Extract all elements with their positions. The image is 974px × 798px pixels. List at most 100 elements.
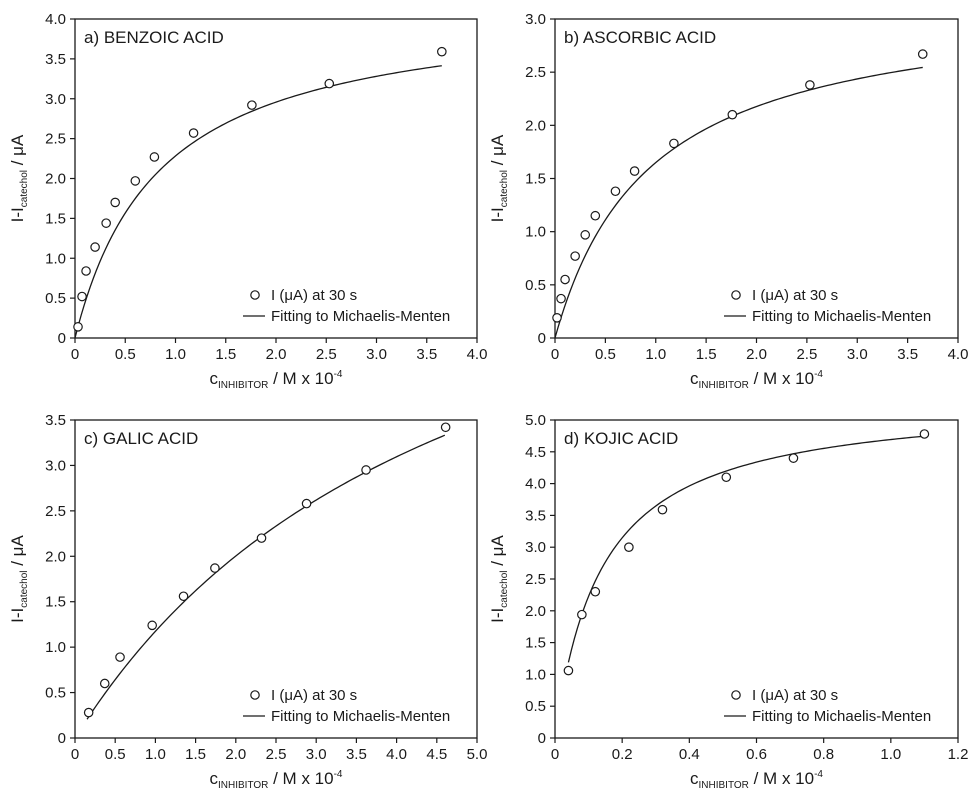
y-tick-label: 4.5	[525, 444, 546, 461]
y-tick-label: 0.5	[45, 685, 66, 702]
legend-marker-label: I (μA) at 30 s	[271, 287, 357, 304]
y-label-rest: / μA	[488, 134, 507, 170]
data-point	[560, 274, 570, 285]
data-point	[247, 100, 257, 110]
y-tick-label: 3.0	[45, 91, 66, 108]
data-point	[590, 586, 601, 597]
x-tick-label: 0	[551, 746, 559, 763]
y-tick-label: 0.5	[45, 290, 66, 307]
x-tick-label: 3.0	[306, 746, 327, 763]
x-tick-label: 3.5	[346, 746, 367, 763]
y-axis-label: I-Icatechol / μA	[488, 535, 510, 623]
data-point	[83, 707, 94, 718]
x-tick-label: 1.0	[880, 746, 901, 763]
y-tick-label: 2.5	[525, 571, 546, 588]
panel-title: d) KOJIC ACID	[564, 429, 678, 448]
y-tick-label: 2.5	[45, 503, 66, 520]
data-point	[624, 542, 634, 552]
legend-marker	[731, 690, 741, 700]
data-point	[73, 322, 83, 332]
legend-marker-label: I (μA) at 30 s	[752, 287, 838, 304]
y-tick-label: 3.5	[45, 412, 66, 429]
x-tick-label: 0	[71, 746, 79, 763]
data-point	[552, 312, 562, 323]
x-tick-label: 1.2	[948, 746, 969, 763]
x-tick-label: 0.5	[105, 746, 126, 763]
data-point	[324, 78, 335, 89]
y-tick-label: 1.5	[525, 635, 546, 652]
y-tick-label: 4.0	[525, 476, 546, 493]
x-label-main: c	[690, 369, 699, 388]
x-tick-label: 4.0	[386, 746, 407, 763]
panel-title: b) ASCORBIC ACID	[564, 28, 716, 47]
data-point	[721, 472, 732, 483]
y-tick-label: 3.5	[45, 51, 66, 68]
x-label-main: c	[210, 769, 219, 788]
y-tick-label: 1.5	[525, 171, 546, 188]
y-tick-label: 5.0	[525, 412, 546, 429]
legend: I (μA) at 30 s Fitting to Michaelis-Mente…	[243, 287, 450, 325]
data-point	[361, 465, 371, 475]
x-tick-label: 1.5	[185, 746, 206, 763]
x-tick-label: 0.8	[813, 746, 834, 763]
data-point	[563, 665, 574, 676]
x-tick-label: 1.0	[145, 746, 166, 763]
x-tick-label: 0.4	[679, 746, 700, 763]
fit-curve	[567, 435, 925, 663]
y-label-rest: / μA	[8, 535, 27, 571]
chart-panel-c: 0 0.5 1.0 1.5 2.0 2.5 3.0 3.5 4.0 4.5 5.0 0 0.5 1.0 1.…	[8, 412, 487, 791]
x-label-main: c	[690, 769, 699, 788]
y-tick-label: 2.5	[45, 131, 66, 148]
panel-title: a) BENZOIC ACID	[84, 28, 224, 47]
y-tick-label: 1.0	[525, 666, 546, 683]
x-label-rest: / M x 10	[268, 369, 333, 388]
x-tick-label: 0	[551, 346, 559, 363]
x-tick-label: 1.5	[215, 346, 236, 363]
y-tick-label: 0.5	[525, 277, 546, 294]
data-point	[437, 46, 447, 57]
x-label-superscript: -4	[814, 369, 823, 380]
x-tick-label: 5.0	[467, 746, 488, 763]
y-tick-label: 1.5	[45, 210, 66, 227]
panel-title: c) GALIC ACID	[84, 429, 198, 448]
x-label-main: c	[210, 369, 219, 388]
y-label-main: I-I	[488, 207, 507, 222]
x-tick-label: 4.5	[426, 746, 447, 763]
legend: I (μA) at 30 s Fitting to Michaelis-Mente…	[243, 687, 450, 725]
data-point	[149, 152, 160, 162]
y-tick-label: 1.0	[45, 639, 66, 656]
x-label-superscript: -4	[334, 769, 343, 780]
x-tick-label: 2.0	[746, 346, 767, 363]
x-tick-label: 0.5	[595, 346, 616, 363]
x-label-superscript: -4	[814, 769, 823, 780]
y-tick-label: 2.0	[525, 603, 546, 620]
fit-curve	[554, 66, 923, 339]
data-point	[81, 266, 91, 276]
data-point	[110, 197, 120, 208]
legend-marker	[250, 290, 260, 300]
y-tick-label: 2.0	[45, 171, 66, 188]
data-point	[256, 533, 267, 543]
y-label-subscript: catechol	[19, 570, 30, 607]
fit-curve	[74, 65, 442, 339]
y-tick-label: 0	[58, 330, 66, 347]
legend-marker	[250, 690, 260, 700]
y-tick-label: 2.0	[525, 117, 546, 134]
data-point	[919, 429, 930, 439]
x-tick-label: 0.2	[612, 746, 633, 763]
data-point	[301, 498, 312, 509]
x-label-rest: / M x 10	[749, 769, 814, 788]
x-axis-label: cINHIBITOR / M x 10-4	[690, 769, 823, 791]
legend-line-label: Fitting to Michaelis-Menten	[271, 308, 450, 325]
legend-marker-label: I (μA) at 30 s	[752, 687, 838, 704]
y-label-subscript: catechol	[499, 170, 510, 207]
x-label-subscript: INHIBITOR	[699, 780, 749, 791]
y-tick-label: 3.0	[525, 539, 546, 556]
x-tick-label: 2.0	[225, 746, 246, 763]
x-tick-label: 2.0	[266, 346, 287, 363]
data-point	[669, 138, 679, 149]
y-label-subscript: catechol	[499, 570, 510, 607]
x-tick-label: 0.6	[746, 746, 767, 763]
y-tick-label: 2.5	[525, 64, 546, 81]
x-tick-label: 1.0	[645, 346, 666, 363]
